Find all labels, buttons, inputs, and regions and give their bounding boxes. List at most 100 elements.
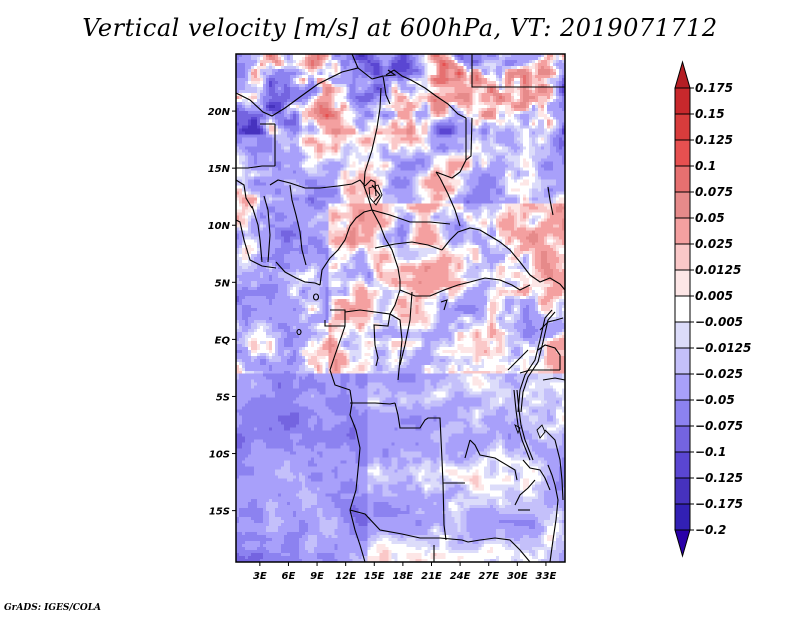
border-line (537, 344, 561, 370)
y-tick-label: 10N (208, 221, 231, 232)
border-line (324, 309, 346, 327)
border-line (319, 209, 373, 286)
border-line (435, 159, 467, 179)
border-line (519, 369, 560, 374)
colorbar-label: −0.075 (695, 419, 743, 433)
border-line (269, 179, 366, 189)
border-line (507, 349, 529, 371)
colorbar-bin (674, 217, 691, 245)
border-line (275, 261, 321, 286)
x-tick-label: 15E (364, 571, 385, 582)
vertical-velocity-field (236, 54, 565, 562)
border-line (544, 429, 564, 501)
border-line (371, 184, 381, 203)
x-tick-label: 12E (335, 571, 356, 582)
colorbar-bin (674, 269, 691, 297)
border-line (235, 219, 277, 269)
border-line (471, 54, 565, 88)
colorbar-bin (674, 87, 691, 115)
border-line (465, 117, 473, 161)
colorbar-bin (674, 139, 691, 167)
border-line (350, 402, 396, 405)
colorbar-label: −0.2 (695, 523, 726, 537)
border-line (349, 509, 469, 543)
border-line (542, 377, 566, 381)
border-line (435, 171, 461, 227)
border-line (368, 184, 383, 206)
colorbar-bin (674, 477, 691, 505)
border-line (373, 313, 391, 367)
border-line (547, 186, 554, 216)
border-line (464, 439, 471, 459)
colorbar-label: 0.175 (695, 81, 733, 95)
border-line (394, 402, 444, 484)
x-tick-label: 3E (253, 571, 267, 582)
colorbar-bin (674, 451, 691, 479)
y-tick-label: 5S (216, 392, 230, 403)
border-line (442, 482, 447, 541)
colorbar-bin (674, 347, 691, 375)
border-line (289, 184, 307, 266)
border-line (235, 67, 373, 117)
border-line (371, 209, 401, 290)
colorbar-bin (674, 399, 691, 427)
y-tick-label: 5N (215, 278, 231, 289)
colorbar-bin (674, 425, 691, 453)
grads-credit: GrADS: IGES/COLA (4, 603, 102, 613)
y-axis: 20N 15N 10N 5N EQ 5S 10S 15S (208, 107, 236, 518)
colorbar-bin (674, 113, 691, 141)
border-line (329, 325, 351, 391)
x-tick-label: 18E (393, 571, 414, 582)
y-tick-label: 20N (208, 107, 231, 118)
border-line (536, 424, 546, 439)
border-line (399, 277, 531, 297)
colorbar-extend-min (674, 529, 691, 558)
y-tick-label: 15S (209, 507, 230, 518)
border-line (517, 309, 553, 413)
border-line (371, 209, 451, 225)
x-tick-label: 30E (507, 571, 528, 582)
colorbar-label: −0.025 (695, 367, 743, 381)
country-borders (235, 53, 566, 563)
map-frame (235, 53, 566, 563)
colorbar-label: 0.1 (695, 159, 716, 173)
colorbar-label: −0.175 (695, 497, 743, 511)
x-tick-label: 6E (282, 571, 296, 582)
border-line (469, 439, 518, 481)
chart-title: Vertical velocity [m/s] at 600hPa, VT: 2… (82, 14, 718, 42)
border-line (440, 299, 448, 311)
border-line (374, 241, 443, 251)
colorbar-label: 0.0125 (695, 263, 741, 277)
border-line (235, 179, 253, 209)
border-line (363, 87, 382, 211)
colorbar-label: −0.05 (695, 393, 735, 407)
colorbar-bin (674, 243, 691, 271)
border-line (520, 311, 556, 413)
colorbar-label: 0.15 (695, 107, 725, 121)
colorbar-bin (674, 295, 691, 323)
border-line (371, 75, 391, 105)
border-line (514, 423, 521, 435)
lake-outline (296, 328, 302, 336)
border-line (522, 459, 551, 491)
border-line (529, 274, 566, 291)
colorbar-label: −0.0125 (695, 341, 751, 355)
x-tick-label: 33E (536, 571, 557, 582)
border-line (236, 165, 275, 169)
border-line (349, 389, 361, 511)
colorbar-bin (674, 321, 691, 349)
border-line (344, 309, 391, 315)
border-line (389, 289, 401, 315)
border-line (263, 195, 271, 263)
colorbar-label: 0.025 (695, 237, 733, 251)
colorbar: 0.175 0.15 0.125 0.1 0.075 0.05 0.025 0.0125 0.0… (674, 60, 751, 558)
border-line (399, 291, 413, 366)
border-line (349, 509, 366, 563)
x-tick-label: 9E (310, 571, 324, 582)
colorbar-label: −0.1 (695, 445, 726, 459)
colorbar-bin (674, 503, 691, 531)
border-line (514, 479, 536, 506)
colorbar-bin (674, 373, 691, 401)
colorbar-bin (674, 165, 691, 193)
